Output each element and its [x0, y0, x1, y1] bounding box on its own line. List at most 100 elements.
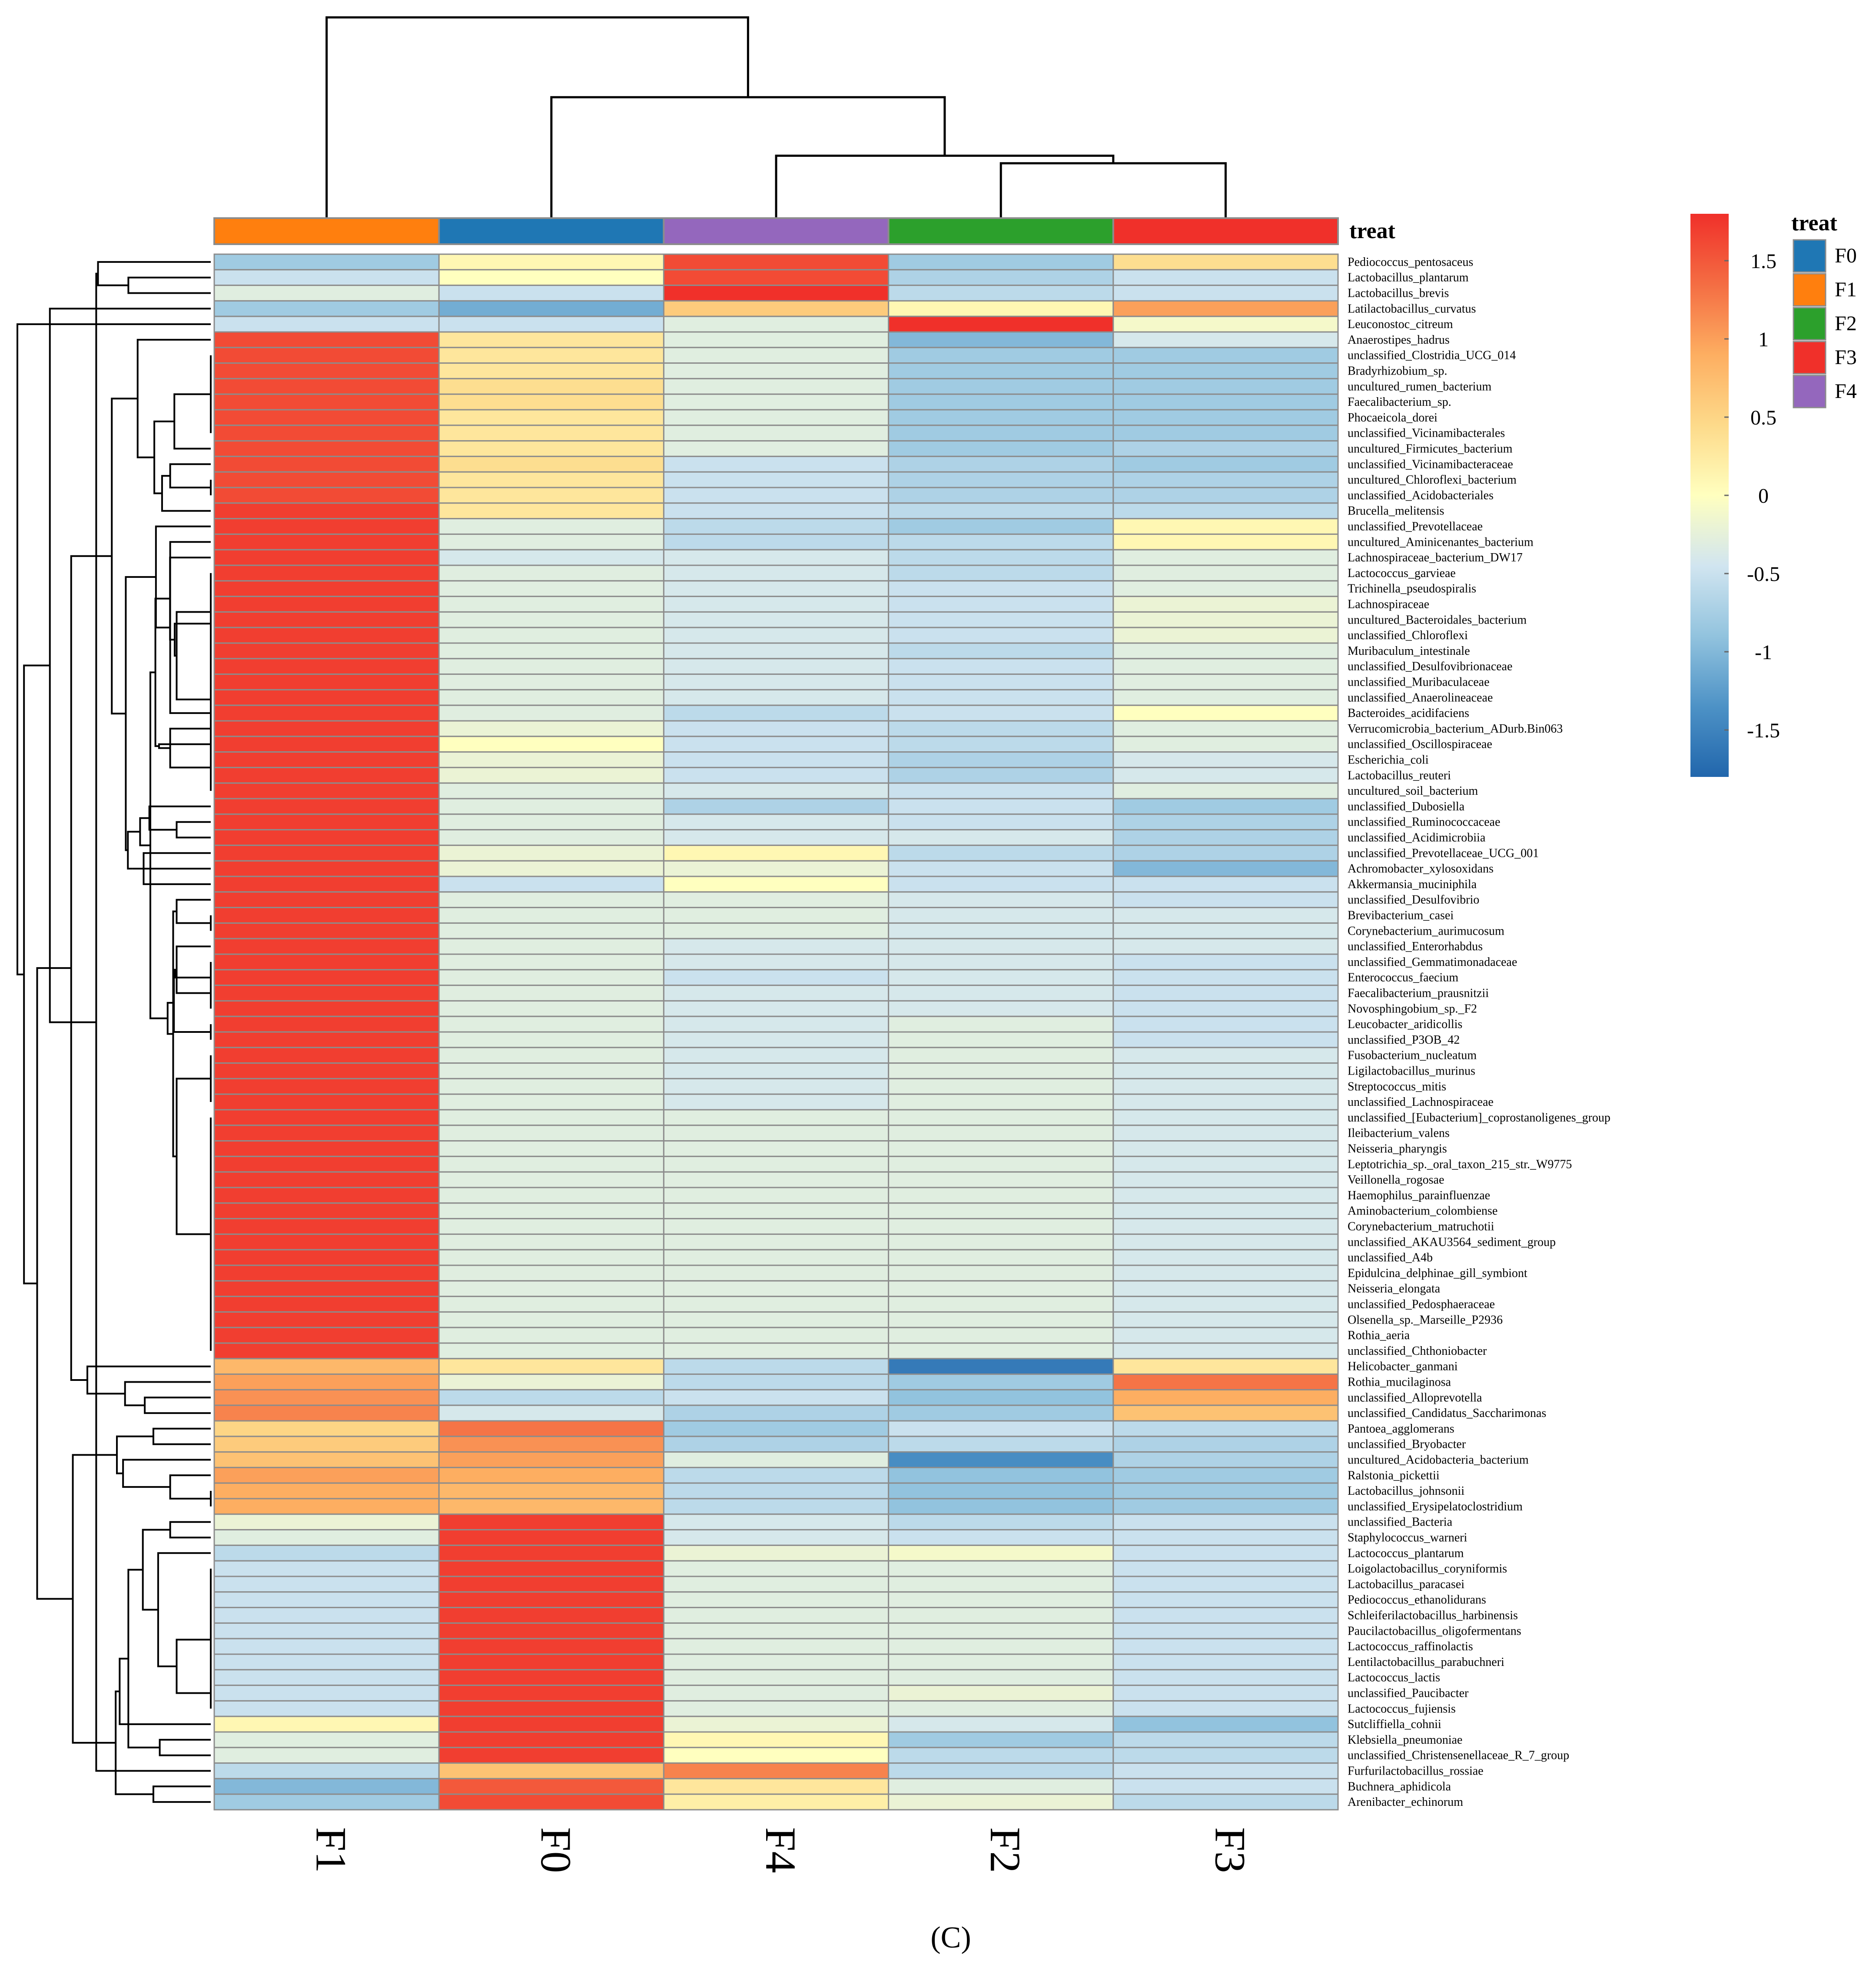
- heat-cell: [888, 393, 1114, 411]
- row-label: Lachnospiraceae: [1348, 598, 1429, 611]
- heat-cell: [663, 1793, 890, 1811]
- row-dendrogram-branch: [144, 1397, 211, 1414]
- heat-cell: [1112, 1747, 1339, 1764]
- row-dendrogram-branch: [154, 597, 170, 747]
- row-dendrogram-branch: [152, 1427, 211, 1445]
- row-dendrogram-branch: [153, 420, 175, 494]
- heat-cell: [438, 860, 664, 877]
- heat-cell: [1112, 1669, 1339, 1686]
- heat-cell: [438, 253, 664, 271]
- heat-cell: [213, 1607, 440, 1624]
- treat-legend-label: F1: [1835, 278, 1857, 301]
- heat-cell: [438, 1249, 664, 1266]
- heat-cell: [663, 1544, 890, 1562]
- heat-cell: [1112, 487, 1339, 504]
- heat-cell: [438, 658, 664, 675]
- heat-cell: [1112, 766, 1339, 784]
- heat-cell: [888, 518, 1114, 535]
- heat-cell: [663, 564, 890, 582]
- heat-cell: [1112, 658, 1339, 675]
- heat-cell: [1112, 1327, 1339, 1344]
- heat-cell: [663, 1233, 890, 1251]
- heat-cell: [888, 1404, 1114, 1422]
- row-label: Lactobacillus_johnsonii: [1348, 1484, 1464, 1498]
- row-label: Lactococcus_garvieae: [1348, 567, 1456, 580]
- row-label: Enterococcus_faecium: [1348, 971, 1458, 985]
- heat-cell: [438, 425, 664, 442]
- row-dendrogram-branch: [148, 805, 211, 831]
- heat-cell: [888, 1653, 1114, 1671]
- heat-cell: [213, 969, 440, 986]
- column-dendrogram-branch: [550, 96, 946, 218]
- column-label: F4: [757, 1827, 805, 1873]
- heat-cell: [888, 1031, 1114, 1048]
- row-dendrogram-branch: [157, 1552, 211, 1667]
- heat-cell: [663, 1000, 890, 1017]
- heat-cell: [663, 782, 890, 800]
- heat-cell: [663, 611, 890, 628]
- heat-cell: [1112, 1373, 1339, 1390]
- heat-cell: [213, 1591, 440, 1609]
- heat-cell: [213, 1249, 440, 1266]
- heat-cell: [663, 704, 890, 722]
- heat-cell: [663, 1715, 890, 1733]
- heat-cell: [663, 1109, 890, 1126]
- heat-cell: [213, 580, 440, 597]
- heat-cell: [663, 766, 890, 784]
- heat-cell: [888, 1622, 1114, 1639]
- heat-cell: [1112, 285, 1339, 302]
- heat-cell: [213, 425, 440, 442]
- heat-cell: [663, 1093, 890, 1111]
- heat-cell: [213, 471, 440, 488]
- heat-cell: [213, 1015, 440, 1033]
- color-scale-tick-label: -1: [1755, 641, 1772, 664]
- heat-cell: [663, 1202, 890, 1220]
- heat-cell: [1112, 1420, 1339, 1437]
- heat-cell: [1112, 1404, 1339, 1422]
- heat-cell: [1112, 860, 1339, 877]
- heat-cell: [663, 829, 890, 846]
- row-dendrogram-branch: [124, 1381, 211, 1407]
- heat-cell: [1112, 1389, 1339, 1406]
- heat-cell: [438, 938, 664, 955]
- heat-cell: [663, 347, 890, 364]
- row-dendrogram-branch: [176, 821, 211, 839]
- heat-cell: [888, 487, 1114, 504]
- row-label: Lactococcus_fujiensis: [1348, 1702, 1456, 1715]
- heat-cell: [213, 269, 440, 286]
- heat-cell: [1112, 1451, 1339, 1468]
- heat-cell: [663, 1358, 890, 1375]
- treat-legend-swatch: [1793, 239, 1826, 273]
- heat-cell: [888, 876, 1114, 893]
- heat-cell: [438, 533, 664, 551]
- column-dendrogram-branch: [999, 162, 1227, 218]
- heat-cell: [1112, 1202, 1339, 1220]
- row-label: unclassified_Enterorhabdus: [1348, 940, 1483, 953]
- row-label: unclassified_Bryobacter: [1348, 1438, 1466, 1451]
- row-labels: Pediococcus_pentosaceus Lactobacillus_pla…: [1348, 255, 1610, 1809]
- treat-legend-swatch: [1793, 307, 1826, 341]
- heat-cell: [438, 1607, 664, 1624]
- heat-cell: [1112, 518, 1339, 535]
- heat-cell: [888, 1327, 1114, 1344]
- heat-cell: [213, 876, 440, 893]
- heat-cell: [888, 1109, 1114, 1126]
- heat-cell: [663, 1731, 890, 1748]
- row-label: Veillonella_rogosae: [1348, 1173, 1444, 1187]
- row-label: uncultured_Chloroflexi_bacterium: [1348, 473, 1517, 487]
- heat-cell: [663, 1420, 890, 1437]
- row-label: Pediococcus_ethanolidurans: [1348, 1593, 1486, 1607]
- treat-legend-label: F4: [1835, 380, 1857, 403]
- heat-cell: [663, 673, 890, 690]
- heat-cell: [663, 1373, 890, 1390]
- heat-cell: [438, 1513, 664, 1531]
- heat-cell: [438, 953, 664, 971]
- treat-legend-swatch: [1793, 375, 1826, 408]
- heat-cell: [213, 1218, 440, 1235]
- heat-cell: [663, 315, 890, 333]
- heat-cell: [1112, 1140, 1339, 1157]
- row-label: Phocaeicola_dorei: [1348, 411, 1438, 425]
- row-label: Corynebacterium_aurimucosum: [1348, 924, 1504, 938]
- heat-cell: [213, 409, 440, 426]
